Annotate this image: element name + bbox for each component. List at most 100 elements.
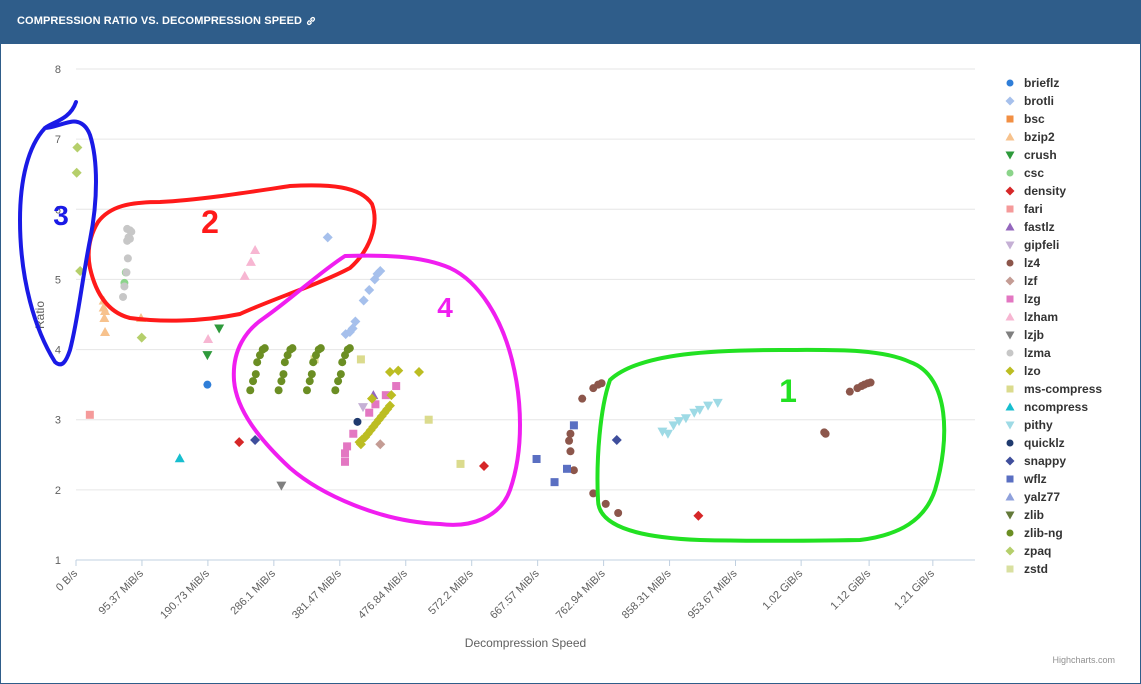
data-point-lzo[interactable] — [384, 367, 395, 378]
data-point-lzham[interactable] — [239, 270, 250, 280]
data-point-bzip2[interactable] — [99, 313, 110, 323]
legend-marker-ncompress[interactable] — [1005, 402, 1015, 411]
data-point-lzma[interactable] — [123, 254, 132, 263]
data-point-lz4[interactable] — [589, 489, 598, 498]
data-point-density[interactable] — [693, 510, 704, 521]
highcharts-credits[interactable]: Highcharts.com — [1052, 655, 1115, 665]
data-point-zlib-ng[interactable] — [253, 358, 262, 367]
legend-marker-brieflz[interactable] — [1006, 79, 1014, 87]
data-point-zlib-ng[interactable] — [338, 358, 347, 367]
data-point-zlib-ng[interactable] — [345, 344, 354, 353]
data-point-brotli[interactable] — [358, 295, 369, 306]
data-point-lz4[interactable] — [866, 378, 875, 387]
legend-marker-brotli[interactable] — [1005, 96, 1015, 106]
legend-item-brieflz[interactable]: brieflz — [1024, 76, 1059, 90]
data-point-lzma[interactable] — [120, 282, 129, 291]
legend-item-bsc[interactable]: bsc — [1024, 112, 1045, 126]
data-point-zlib-ng[interactable] — [280, 358, 289, 367]
data-point-brotli[interactable] — [350, 316, 361, 327]
data-point-zlib-ng[interactable] — [305, 377, 314, 386]
legend-item-quicklz[interactable]: quicklz — [1024, 436, 1065, 450]
legend-item-fari[interactable]: fari — [1024, 202, 1043, 216]
data-point-zlib-ng[interactable] — [316, 344, 325, 353]
data-point-lzg[interactable] — [392, 382, 401, 391]
legend-item-wflz[interactable]: wflz — [1023, 472, 1047, 486]
data-point-zlib-ng[interactable] — [307, 370, 316, 379]
legend-item-lzo[interactable]: lzo — [1024, 364, 1041, 378]
data-point-lzg[interactable] — [381, 391, 390, 400]
legend-item-pithy[interactable]: pithy — [1024, 418, 1053, 432]
legend-item-fastlz[interactable]: fastlz — [1024, 220, 1055, 234]
data-point-lz4[interactable] — [569, 466, 578, 475]
data-point-brotli[interactable] — [364, 284, 375, 295]
data-point-pithy[interactable] — [689, 408, 700, 418]
legend-item-zlib-ng[interactable]: zlib-ng — [1024, 526, 1063, 540]
legend-item-crush[interactable]: crush — [1024, 148, 1057, 162]
data-point-lz4[interactable] — [821, 429, 830, 438]
legend-marker-bsc[interactable] — [1006, 115, 1014, 123]
legend-item-ncompress[interactable]: ncompress — [1024, 400, 1088, 414]
data-point-pithy[interactable] — [674, 417, 685, 427]
data-point-zlib-ng[interactable] — [251, 370, 260, 379]
data-point-ms-compress[interactable] — [424, 415, 433, 424]
legend-marker-zpaq[interactable] — [1005, 546, 1015, 556]
data-point-lzma[interactable] — [127, 227, 136, 236]
legend-item-ms-compress[interactable]: ms-compress — [1024, 382, 1102, 396]
data-point-pithy[interactable] — [694, 405, 705, 415]
legend-marker-crush[interactable] — [1005, 151, 1015, 160]
data-point-lz4[interactable] — [845, 387, 854, 396]
data-point-lzf[interactable] — [375, 439, 386, 450]
data-point-lzo[interactable] — [414, 367, 425, 378]
data-point-pithy[interactable] — [662, 429, 673, 439]
data-point-lzjb[interactable] — [276, 481, 287, 491]
legend-marker-lzma[interactable] — [1006, 349, 1014, 357]
data-point-density[interactable] — [479, 461, 490, 472]
legend-marker-density[interactable] — [1005, 186, 1015, 196]
data-point-fari[interactable] — [85, 410, 94, 419]
legend-marker-gipfeli[interactable] — [1005, 241, 1015, 250]
data-point-zlib-ng[interactable] — [246, 386, 255, 395]
data-point-brotli[interactable] — [375, 266, 386, 277]
data-point-lzo[interactable] — [386, 390, 397, 401]
legend-marker-zstd[interactable] — [1006, 565, 1014, 573]
data-point-lzg[interactable] — [343, 442, 352, 451]
legend-marker-lzg[interactable] — [1006, 295, 1014, 303]
data-point-lzham[interactable] — [245, 256, 256, 266]
data-point-bzip2[interactable] — [100, 327, 111, 337]
data-point-lz4[interactable] — [601, 499, 610, 508]
data-point-pithy[interactable] — [712, 398, 723, 408]
data-point-brotli[interactable] — [322, 232, 333, 243]
data-point-wflz[interactable] — [550, 478, 559, 487]
data-point-lzma[interactable] — [119, 292, 128, 301]
data-point-lzo[interactable] — [355, 439, 366, 450]
legend-marker-fastlz[interactable] — [1005, 222, 1015, 231]
legend-marker-wflz[interactable] — [1006, 475, 1014, 483]
data-point-lz4[interactable] — [566, 429, 575, 438]
data-point-lz4[interactable] — [578, 394, 587, 403]
data-point-crush[interactable] — [202, 351, 213, 361]
legend-item-bzip2[interactable]: bzip2 — [1024, 130, 1055, 144]
data-point-lzg[interactable] — [371, 400, 380, 409]
data-point-pithy[interactable] — [680, 414, 691, 424]
data-point-lzo[interactable] — [393, 365, 404, 376]
data-point-bzip2[interactable] — [100, 305, 111, 315]
legend-marker-zlib-ng[interactable] — [1006, 529, 1014, 537]
data-point-zlib-ng[interactable] — [331, 386, 340, 395]
data-point-zlib-ng[interactable] — [336, 370, 345, 379]
data-point-zlib-ng[interactable] — [260, 344, 269, 353]
legend-marker-zlib[interactable] — [1005, 511, 1015, 520]
legend-item-gipfeli[interactable]: gipfeli — [1024, 238, 1059, 252]
data-point-lzo[interactable] — [384, 400, 395, 411]
data-point-lzg[interactable] — [341, 457, 350, 466]
legend-item-lzma[interactable]: lzma — [1024, 346, 1051, 360]
data-point-zpaq[interactable] — [71, 167, 82, 178]
data-point-lz4[interactable] — [565, 436, 574, 445]
data-point-pithy[interactable] — [703, 401, 714, 411]
link-icon[interactable] — [306, 16, 316, 26]
legend-marker-snappy[interactable] — [1005, 456, 1015, 466]
data-point-ncompress[interactable] — [174, 453, 185, 463]
legend-item-zpaq[interactable]: zpaq — [1024, 544, 1051, 558]
data-point-zlib-ng[interactable] — [274, 386, 283, 395]
data-point-ms-compress[interactable] — [356, 355, 365, 364]
data-point-pithy[interactable] — [668, 421, 679, 431]
